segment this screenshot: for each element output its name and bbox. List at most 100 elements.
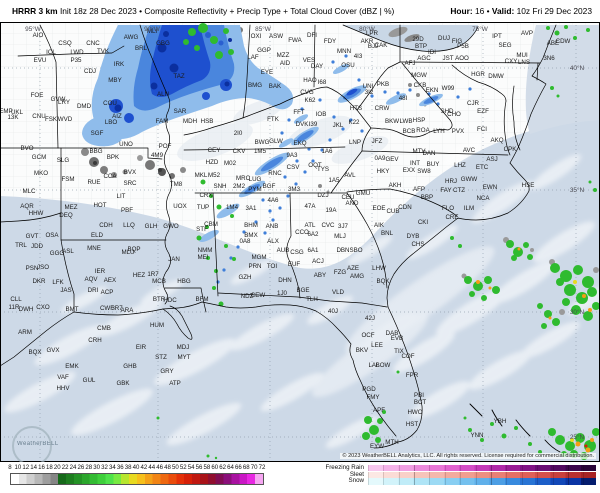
station-label-oqt: OQT	[308, 162, 322, 169]
dbz-tick-68: 68	[242, 464, 250, 471]
station-label-eld: ELD	[91, 232, 104, 239]
station-label-chs: CHS	[411, 241, 424, 248]
station-label-buy: BUY	[427, 161, 440, 168]
station-label-bge: BGE	[296, 287, 309, 294]
station-label-btp: BTP	[415, 43, 427, 50]
station-label-dkr: DKR	[32, 278, 46, 285]
station-label-fmy: FMY	[366, 394, 379, 401]
station-label-arm: ARM	[18, 329, 32, 336]
station-label-cco: CCO	[295, 229, 309, 236]
station-label-avp: AVP	[521, 30, 533, 37]
station-label-ukl: UKL	[11, 109, 24, 116]
station-label-hao: HAO	[303, 77, 317, 84]
station-label-vld: VLD	[332, 289, 345, 296]
station-label-eyw: EYW	[370, 443, 384, 450]
station-label-hdc: HDC	[163, 297, 177, 304]
station-label-atp: ATP	[169, 380, 181, 387]
station-label-myt: MYT	[177, 354, 190, 361]
station-label-jan: JAN	[168, 256, 180, 263]
station-label-ipt: IPT	[492, 33, 502, 40]
ptype-row-snow: Snow	[304, 477, 596, 485]
longitude-label: 90°W	[144, 25, 161, 33]
station-label-flo: FLO	[442, 205, 454, 212]
station-label-bmt: BMT	[65, 306, 78, 313]
station-label-apf: APF	[373, 407, 385, 414]
dbz-tick-30: 30	[93, 464, 101, 471]
station-label-mui: MUI	[516, 52, 528, 59]
station-label-p35: P35	[70, 57, 82, 64]
station-label-aex: AEX	[104, 277, 116, 284]
station-label-abe: ABE	[547, 40, 559, 47]
station-label-fpr: FPR	[406, 372, 419, 379]
station-label-4m9: 4M9	[151, 152, 164, 159]
weatherbell-logo-text: WeatherBELL	[17, 441, 59, 447]
station-label-deq: DEQ	[59, 212, 73, 219]
station-label-mei: MEI	[197, 254, 208, 261]
station-label-dbn: DBN	[336, 247, 349, 254]
station-label-fsk: FSK	[45, 116, 58, 123]
bullet: •	[486, 6, 490, 16]
station-label-ybh: YBH	[494, 418, 507, 425]
station-label-uox: UOX	[173, 203, 186, 210]
station-label-cey: CEY	[208, 147, 221, 154]
valid-value: 10z Fri 29 Dec 2023	[516, 6, 592, 16]
station-label-aub: AUB	[277, 247, 290, 254]
station-label-gul: GUL	[83, 377, 96, 384]
station-label-glw: GLW	[269, 138, 283, 145]
latitude-label: 40°N	[570, 64, 585, 72]
header-title: HRRR 3 km Init 18z 28 Dec 2023 • Composi…	[12, 6, 394, 16]
station-label-lry: LRY	[58, 99, 70, 106]
station-label-laf: LAF	[247, 54, 259, 61]
station-label-mzz: MZZ	[277, 52, 290, 59]
station-label-nmm: NMM	[198, 247, 213, 254]
station-label-fay: FAY	[440, 187, 451, 194]
station-label-hzd: HZD	[206, 159, 219, 166]
station-label-cca: CCA	[103, 173, 117, 180]
station-label-tys: TYS	[317, 166, 329, 173]
station-label-dmd: DMD	[77, 103, 92, 110]
station-label-11r: 11R	[9, 304, 20, 311]
dbz-tick-46: 46	[156, 464, 164, 471]
station-label-aoo: AOO	[455, 55, 469, 62]
station-label-ezf: EZF	[477, 108, 489, 115]
sleet-label: Sleet	[349, 470, 364, 478]
station-label-gww: GWW	[461, 176, 478, 183]
station-label-fig: FIG	[452, 38, 462, 45]
station-label-gcm: GCM	[32, 154, 46, 161]
station-label-lpr: LPR	[366, 30, 379, 37]
station-label-hhw: HHW	[29, 210, 44, 217]
station-label-iob: IOB	[316, 111, 327, 118]
dbz-tick-10: 10	[14, 464, 22, 471]
station-label-0a8: 0A8	[239, 238, 251, 245]
station-label-bqx: BQX	[28, 349, 41, 356]
bullet: •	[139, 6, 143, 16]
station-label-exx: EXX	[403, 167, 415, 174]
station-label-6a2: 6A2	[307, 231, 319, 238]
station-label-eye: EYE	[261, 69, 273, 76]
station-label-cak: CAK	[375, 42, 389, 49]
station-label-0a9: 0A9	[374, 155, 386, 162]
station-label-mby: MBY	[108, 77, 121, 84]
station-label-jdd: JDD	[31, 243, 44, 250]
station-label-6a1: 6A1	[307, 247, 319, 254]
station-label-emp: EMP	[0, 108, 13, 115]
station-label-shd: SHD	[440, 108, 454, 115]
dbz-tick-16: 16	[38, 464, 45, 471]
station-label-ggg: GGG	[50, 250, 65, 257]
station-label-ekn: EKN	[426, 87, 439, 94]
dbz-tick-72: 72	[258, 464, 266, 471]
station-label-jkl: JKL	[333, 122, 344, 129]
station-label-toi: TOI	[267, 263, 277, 270]
station-label-bpk: BPK	[107, 154, 120, 161]
freezing-rain-label: Freezing Rain	[325, 464, 364, 472]
station-label-bkv: BKV	[356, 347, 369, 354]
station-label-40j: 40J	[328, 308, 338, 315]
station-label-lal: LAL	[368, 362, 380, 369]
station-label-aby: ABY	[314, 272, 326, 279]
station-label-mlc: MLC	[22, 188, 36, 195]
station-label-m52: M52	[208, 172, 221, 179]
station-label-asl: ASL	[62, 248, 74, 255]
station-label-bbp: BBP	[421, 194, 433, 201]
station-label-cxo: CXO	[36, 304, 50, 311]
